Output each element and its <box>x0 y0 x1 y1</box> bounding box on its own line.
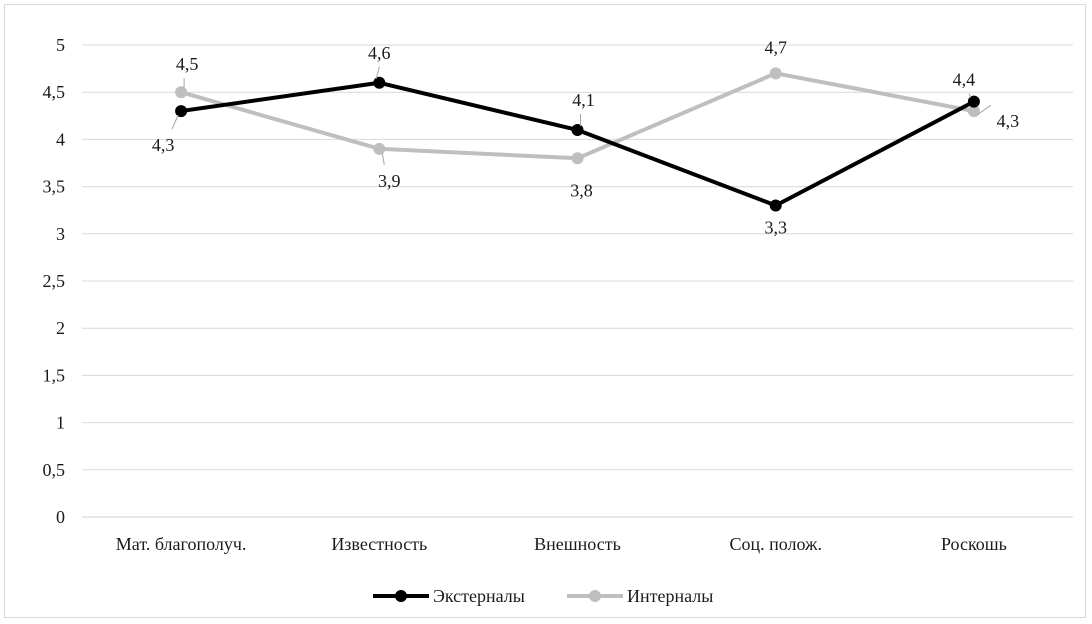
legend-item-internals: Интерналы <box>567 586 713 606</box>
x-axis-ticks: Мат. благополуч. Известность Внешность Соц.… <box>116 534 1007 554</box>
gridlines <box>82 44 1073 518</box>
data-point <box>769 199 782 212</box>
data-point <box>373 76 386 89</box>
data-label: 4,1 <box>572 90 595 110</box>
data-label: 4,5 <box>176 54 199 74</box>
data-point <box>175 86 188 99</box>
y-tick-label: 4 <box>56 129 65 149</box>
data-point <box>373 142 386 155</box>
legend-label: Интерналы <box>627 586 713 606</box>
x-tick-label: Соц. полож. <box>729 534 822 554</box>
y-tick-label: 1 <box>56 413 65 433</box>
y-tick-label: 0 <box>56 507 65 527</box>
data-label-leader <box>976 104 992 116</box>
data-point <box>769 67 782 80</box>
data-label: 3,9 <box>378 171 401 191</box>
y-tick-label: 3,5 <box>43 177 66 197</box>
data-label-leader <box>968 93 972 98</box>
chart-frame: 0 0,5 1 1,5 2 2,5 3 3,5 4 4,5 5 Мат. благополуч. Из… <box>4 4 1086 618</box>
data-label: 4,3 <box>152 135 175 155</box>
data-label: 4,3 <box>997 111 1020 131</box>
x-tick-label: Роскошь <box>941 534 1007 554</box>
data-label: 3,3 <box>764 217 787 237</box>
data-labels: 4,3 4,6 4,1 3,3 4,4 4,5 3,9 3,8 4,7 4,3 <box>152 37 1019 237</box>
series-line-internals <box>179 71 976 161</box>
legend-item-externals: Экстерналы <box>373 586 525 606</box>
y-tick-label: 3 <box>56 224 65 244</box>
data-label: 4,6 <box>368 43 391 63</box>
data-label: 4,4 <box>953 70 976 90</box>
data-label-leader <box>375 66 380 79</box>
data-label-leader <box>381 152 385 165</box>
data-point <box>967 105 980 118</box>
data-point <box>967 95 980 108</box>
y-tick-label: 5 <box>56 35 65 55</box>
legend-swatch-marker <box>395 590 407 602</box>
x-tick-label: Внешность <box>534 534 621 554</box>
y-tick-label: 2,5 <box>43 271 66 291</box>
data-point <box>571 152 584 165</box>
legend-swatch-marker <box>589 590 601 602</box>
x-tick-label: Мат. благополуч. <box>116 534 247 554</box>
data-label: 3,8 <box>570 180 593 200</box>
y-tick-label: 0,5 <box>43 460 66 480</box>
data-label-leader <box>171 114 179 130</box>
line-chart: 0 0,5 1 1,5 2 2,5 3 3,5 4 4,5 5 Мат. благополуч. Из… <box>43 35 1073 606</box>
data-point <box>175 105 188 118</box>
legend-label: Экстерналы <box>433 586 525 606</box>
y-tick-label: 1,5 <box>43 365 66 385</box>
y-tick-label: 4,5 <box>43 82 66 102</box>
series-layer <box>175 67 980 212</box>
data-point <box>571 123 584 136</box>
y-tick-label: 2 <box>56 318 65 338</box>
y-axis-ticks: 0 0,5 1 1,5 2 2,5 3 3,5 4 4,5 5 <box>43 35 66 527</box>
data-label: 4,7 <box>764 37 787 57</box>
x-tick-label: Известность <box>331 534 427 554</box>
legend: Экстерналы Интерналы <box>373 586 713 606</box>
